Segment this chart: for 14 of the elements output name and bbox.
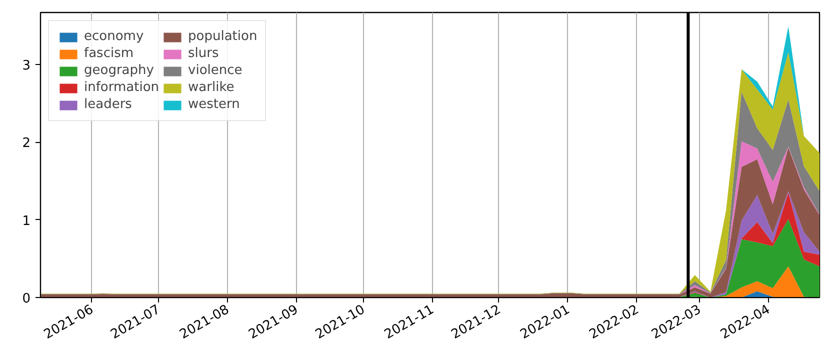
legend-label: information (84, 80, 160, 95)
legend-label: population (188, 29, 258, 44)
legend-label: western (188, 97, 240, 112)
y-tick-label: 1 (22, 214, 31, 229)
legend-label: economy (84, 29, 144, 44)
legend-label: violence (188, 63, 242, 78)
legend-label: leaders (84, 97, 132, 112)
legend-label: fascism (84, 46, 134, 61)
y-tick-label: 0 (22, 292, 31, 306)
y-tick-label: 3 (22, 58, 31, 74)
legend-label: geography (84, 63, 154, 78)
legend-label: warlike (188, 80, 234, 95)
y-tick-label: 2 (22, 136, 31, 152)
legend-label: slurs (188, 46, 219, 61)
